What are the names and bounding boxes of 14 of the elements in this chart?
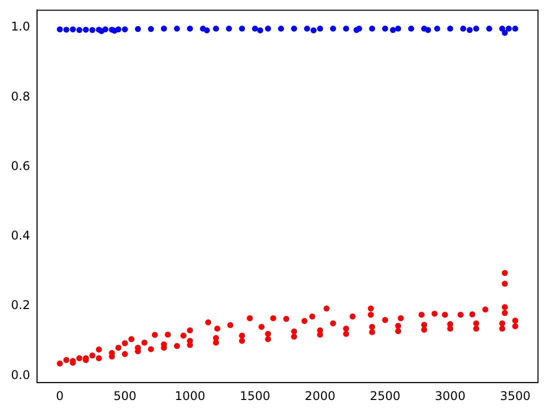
y-tick-label: 0.4 [10, 228, 30, 243]
y-tick-label: 0.2 [10, 298, 30, 312]
y-tick-label: 0.6 [10, 158, 30, 173]
x-tick-label: 2000 [304, 388, 336, 403]
x-tick-label: 500 [113, 388, 136, 403]
y-tick-label: 0.8 [10, 89, 30, 104]
y-tick-label: 0.0 [10, 368, 30, 382]
x-tick-label: 3500 [500, 388, 531, 403]
x-tick-label: 1500 [240, 388, 270, 403]
x-tick-label: 1000 [174, 388, 206, 403]
y-tick-label: 1.0 [10, 20, 30, 34]
x-tick-label: 3000 [434, 388, 466, 403]
x-tick-label: 0 [56, 388, 64, 403]
x-tick-label: 2500 [370, 388, 400, 403]
